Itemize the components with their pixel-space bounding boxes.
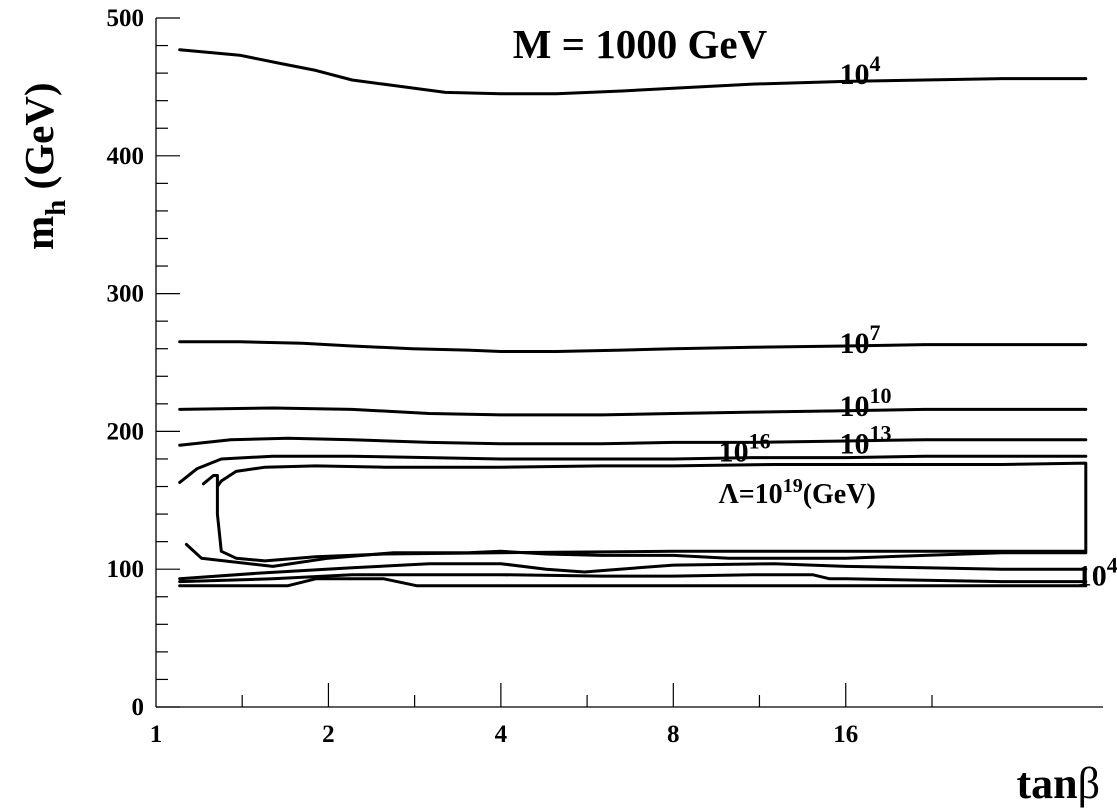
curve-label-lower-1e4: 104 — [1077, 553, 1117, 593]
x-tick-label: 2 — [322, 721, 335, 748]
curve-label-upper-1e10: 1010 — [839, 383, 891, 423]
contour-line-lower-1e13 — [184, 542, 1088, 568]
y-tick-label: 400 — [107, 143, 145, 170]
curve-label-upper-1e16: 1016 — [719, 429, 771, 469]
y-axis-title-main: m — [16, 216, 62, 250]
x-axis-title-main: tan — [1016, 759, 1077, 808]
contour-line-upper-1e7 — [178, 340, 1088, 353]
y-tick-label: 100 — [107, 556, 145, 583]
curves-layer — [178, 48, 1088, 588]
y-tick-label: 500 — [107, 5, 145, 32]
contour-line-lambda-1e19 — [201, 461, 1088, 563]
frame-layer: 0 100 200 300 400 500 1 2 4 8 16 — [107, 5, 1103, 748]
y-tick-label: 200 — [107, 418, 145, 445]
contour-line-lower-1e7 — [178, 573, 1088, 584]
x-axis-title-symbol: β — [1078, 759, 1100, 808]
curve-label-upper-1e4: 104 — [839, 51, 880, 91]
contour-line-lower-1e4 — [178, 577, 1088, 588]
curve-label-upper-1e13: 1013 — [839, 420, 891, 460]
curve-label-upper-1e7: 107 — [839, 320, 880, 360]
y-tick-label: 300 — [107, 281, 145, 308]
contour-line-lower-1e10 — [178, 562, 1088, 581]
contour-line-upper-1e13 — [178, 436, 1088, 447]
y-axis-title-unit: (GeV) — [16, 82, 62, 199]
x-tick-label: 16 — [833, 721, 858, 748]
y-axis-title: mh (GeV) — [16, 82, 72, 250]
x-axis-title: tanβ — [1016, 759, 1100, 808]
curve-label-lambda-1e19: Λ=1019(GeV) — [719, 475, 876, 510]
contour-line-upper-1e4 — [178, 48, 1088, 96]
x-tick-label: 1 — [150, 721, 163, 748]
x-tick-label: 8 — [667, 721, 680, 748]
y-tick-label: 0 — [132, 694, 145, 721]
y-axis-title-sub: h — [40, 200, 72, 216]
contour-line-upper-1e10 — [178, 406, 1088, 417]
chart-title: M = 1000 GeV — [513, 21, 768, 67]
contour-line-upper-1e16 — [178, 454, 1088, 484]
x-tick-label: 4 — [495, 721, 508, 748]
